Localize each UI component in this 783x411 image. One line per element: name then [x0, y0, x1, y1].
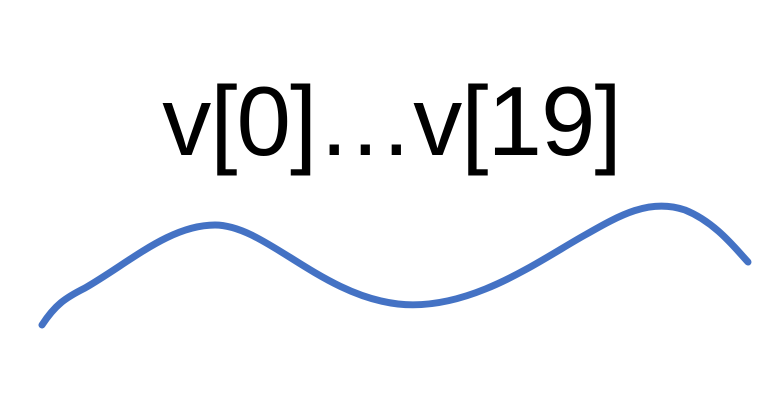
vector-range-label: v[0]…v[19]	[162, 66, 621, 176]
wave-curve	[38, 202, 752, 329]
